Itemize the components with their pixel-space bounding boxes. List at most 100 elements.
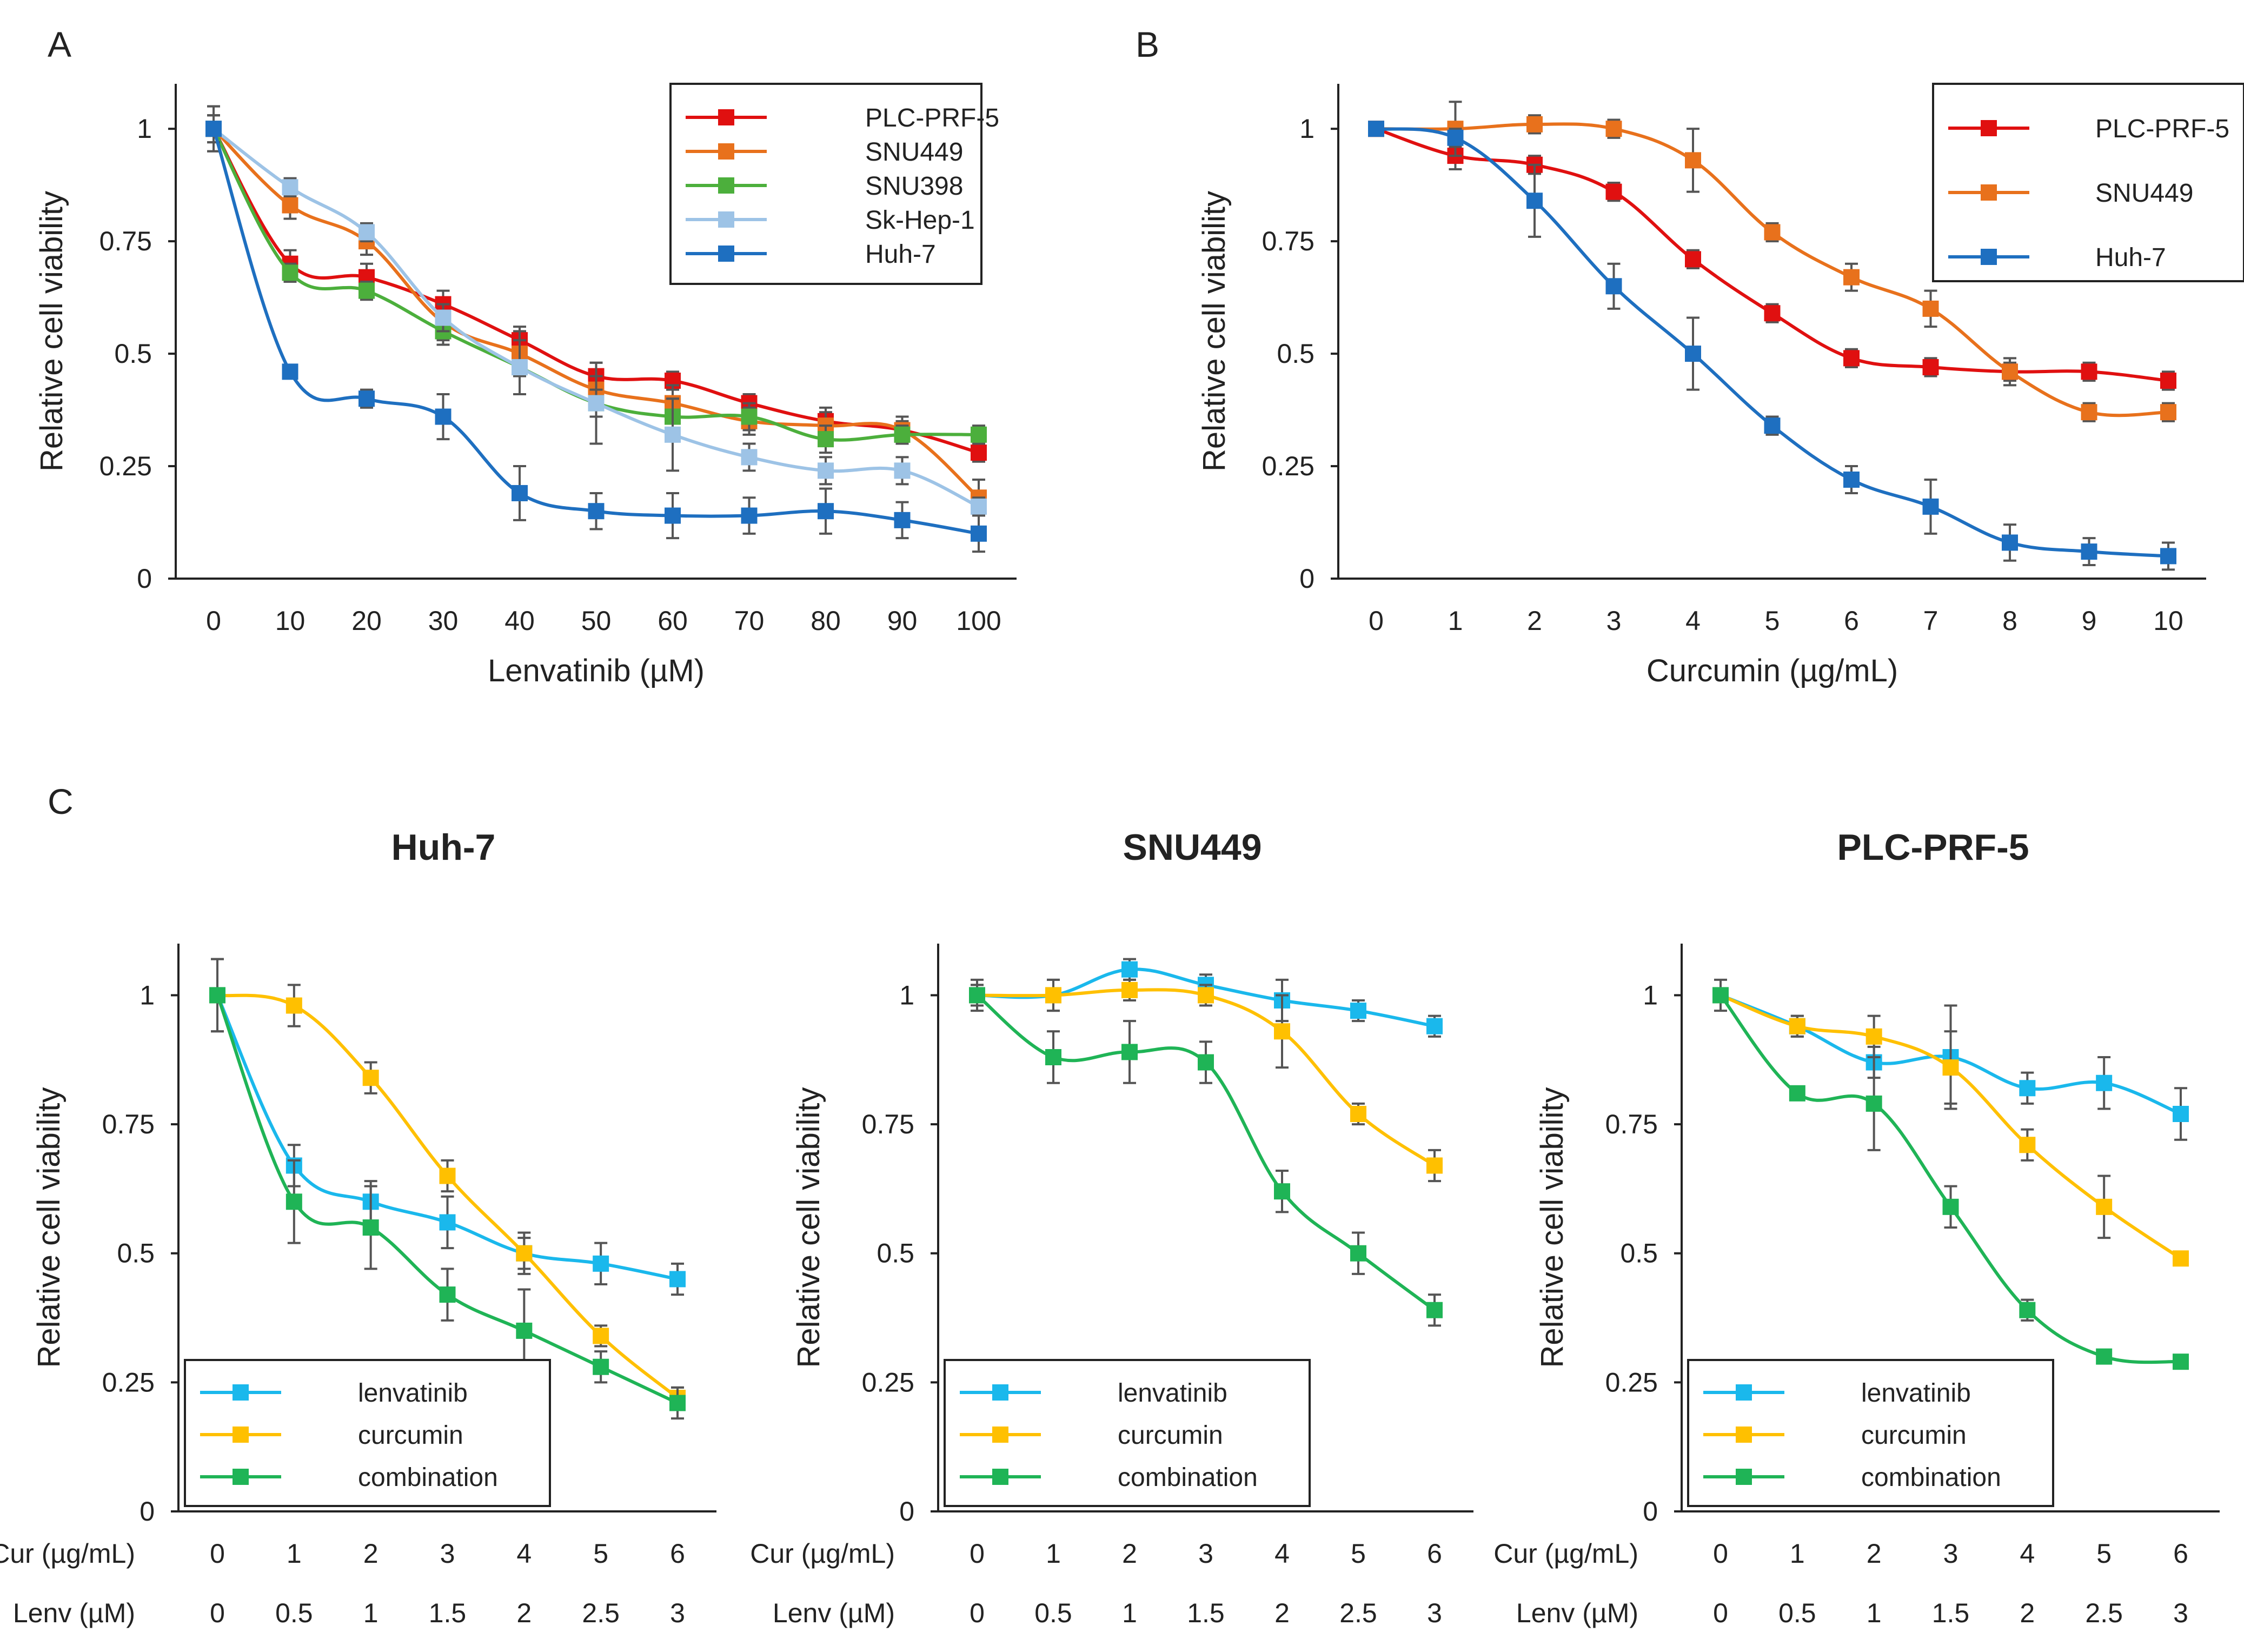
c1-x-tick-label: 4: [516, 1538, 532, 1569]
c3-y-tick-label: 0.25: [1605, 1367, 1658, 1397]
a-legend-label: Sk-Hep-1: [865, 206, 975, 235]
a-legend-marker: [718, 109, 734, 125]
a-data-point: [282, 197, 298, 214]
b-series-huh-7: [1368, 121, 2176, 571]
panel-letter-b: B: [1136, 24, 1159, 64]
c1-x-tick-label: 3: [440, 1538, 455, 1569]
c3-series-combination: [1712, 987, 2189, 1370]
b-data-point: [1605, 278, 1622, 295]
a-data-point: [665, 426, 681, 443]
c3-legend-marker: [1736, 1384, 1752, 1401]
a-data-point: [971, 444, 987, 461]
a-legend-label: Huh-7: [865, 240, 936, 269]
c1-data-point: [439, 1214, 456, 1231]
b-data-point: [2002, 363, 2018, 380]
b-data-point: [1764, 305, 1781, 322]
a-x-tick-label: 40: [504, 606, 535, 636]
c1-row-label-cur: Cur (µg/mL): [0, 1538, 135, 1569]
a-legend-marker: [718, 246, 734, 262]
c2-legend-label: combination: [1118, 1463, 1258, 1492]
b-data-point: [2081, 363, 2097, 380]
b-legend-marker: [1981, 249, 1997, 265]
a-data-point: [282, 363, 298, 380]
b-x-axis-title: Curcumin (µg/mL): [1647, 653, 1898, 688]
b-y-tick-label: 0.75: [1262, 226, 1314, 256]
c1-y-axis-title: Relative cell viability: [31, 1087, 67, 1368]
c1-y-tick-label: 0.75: [102, 1109, 155, 1139]
c2-x-tick-label: 0: [970, 1538, 985, 1569]
c3-data-point: [2173, 1250, 2189, 1267]
b-x-tick-label: 3: [1606, 606, 1622, 636]
c2-chart: 0 0.25 0.5 0.75 1 0 1 2 3 4 5 6 0 0.5 1 1.5 2 2.5 3 Relativ…: [791, 827, 1473, 1628]
c3-x2-tick-label: 0: [1713, 1598, 1728, 1628]
c1-legend: lenvatinib curcumin combination: [184, 1359, 551, 1507]
b-y-tick-label: 1: [1299, 114, 1314, 144]
c1-legend-marker: [233, 1384, 249, 1401]
b-y-tick-label: 0.25: [1262, 451, 1314, 481]
b-legend-box: [1932, 83, 2244, 282]
b-x-tick-label: 6: [1844, 606, 1859, 636]
a-x-tick-label: 80: [811, 606, 841, 636]
c2-data-point: [1121, 961, 1138, 978]
c3-chart-title: PLC-PRF-5: [1837, 827, 2029, 868]
c1-data-point: [593, 1255, 609, 1272]
c2-data-point: [1274, 1023, 1290, 1040]
c2-row-label-lenv: Lenv (µM): [773, 1598, 895, 1628]
c2-legend-marker: [992, 1384, 1008, 1401]
c3-data-point: [1865, 1028, 1882, 1045]
c2-y-tick-label: 0: [899, 1496, 914, 1527]
c3-row-label-cur: Cur (µg/mL): [1493, 1538, 1638, 1569]
c3-x-tick-label: 0: [1713, 1538, 1728, 1569]
c1-x-tick-label: 6: [670, 1538, 685, 1569]
c3-data-point: [2096, 1198, 2113, 1215]
c2-y-tick-label: 0.25: [862, 1367, 914, 1397]
c3-x-tick-label: 2: [1867, 1538, 1882, 1569]
a-data-point: [665, 507, 681, 524]
c2-data-point: [1198, 1054, 1214, 1071]
c1-data-point: [516, 1245, 533, 1262]
a-data-point: [358, 390, 375, 407]
b-legend-label: PLC-PRF-5: [2095, 115, 2229, 143]
c3-data-point: [2173, 1106, 2189, 1122]
c3-legend-label: lenvatinib: [1861, 1379, 1971, 1408]
a-data-point: [282, 264, 298, 281]
c1-x-tick-label: 5: [593, 1538, 608, 1569]
a-legend-marker: [718, 211, 734, 228]
a-series-line: [213, 127, 980, 508]
b-x-tick-label: 10: [2153, 606, 2183, 636]
c1-x-tick-label: 1: [287, 1538, 302, 1569]
a-data-point: [818, 503, 834, 520]
b-data-point: [1922, 359, 1939, 376]
c1-row-label-lenv: Lenv (µM): [13, 1598, 135, 1628]
a-data-point: [741, 408, 758, 425]
b-data-point: [1605, 121, 1622, 137]
a-data-point: [358, 282, 375, 299]
c2-x2-tick-label: 0: [970, 1598, 985, 1628]
b-data-point: [2160, 373, 2176, 389]
c1-x2-tick-label: 2: [516, 1598, 532, 1628]
c2-data-point: [1045, 1049, 1061, 1065]
b-data-point: [2081, 543, 2097, 560]
b-data-point: [1526, 193, 1543, 209]
c2-x-tick-label: 6: [1427, 1538, 1442, 1569]
c3-data-point: [2019, 1302, 2036, 1318]
c1-data-point: [286, 1193, 302, 1210]
a-data-point: [741, 507, 758, 524]
a-series-huh-7: [205, 105, 987, 553]
c1-data-point: [362, 1070, 379, 1086]
a-data-point: [971, 426, 987, 443]
b-data-point: [1685, 152, 1701, 169]
c3-data-point: [2019, 1137, 2036, 1153]
a-y-tick-label: 0.25: [99, 451, 152, 481]
c2-data-point: [1198, 987, 1214, 1004]
c1-data-point: [362, 1219, 379, 1236]
a-legend-label: SNU398: [865, 172, 963, 201]
b-legend-label: SNU449: [2095, 179, 2193, 208]
c1-chart: 0 0.25 0.5 0.75 1 0 1 2 3 4 5 6 0 0.5 1 1.5 2 2.5 3 Relativ…: [31, 827, 716, 1628]
c3-x2-tick-label: 2: [2020, 1598, 2035, 1628]
c2-y-axis-title: Relative cell viability: [791, 1087, 826, 1368]
b-series-line: [1376, 127, 2169, 558]
c1-series-combination: [209, 958, 686, 1420]
c3-y-tick-label: 0.5: [1620, 1238, 1658, 1269]
c2-legend: lenvatinib curcumin combination: [944, 1359, 1311, 1507]
